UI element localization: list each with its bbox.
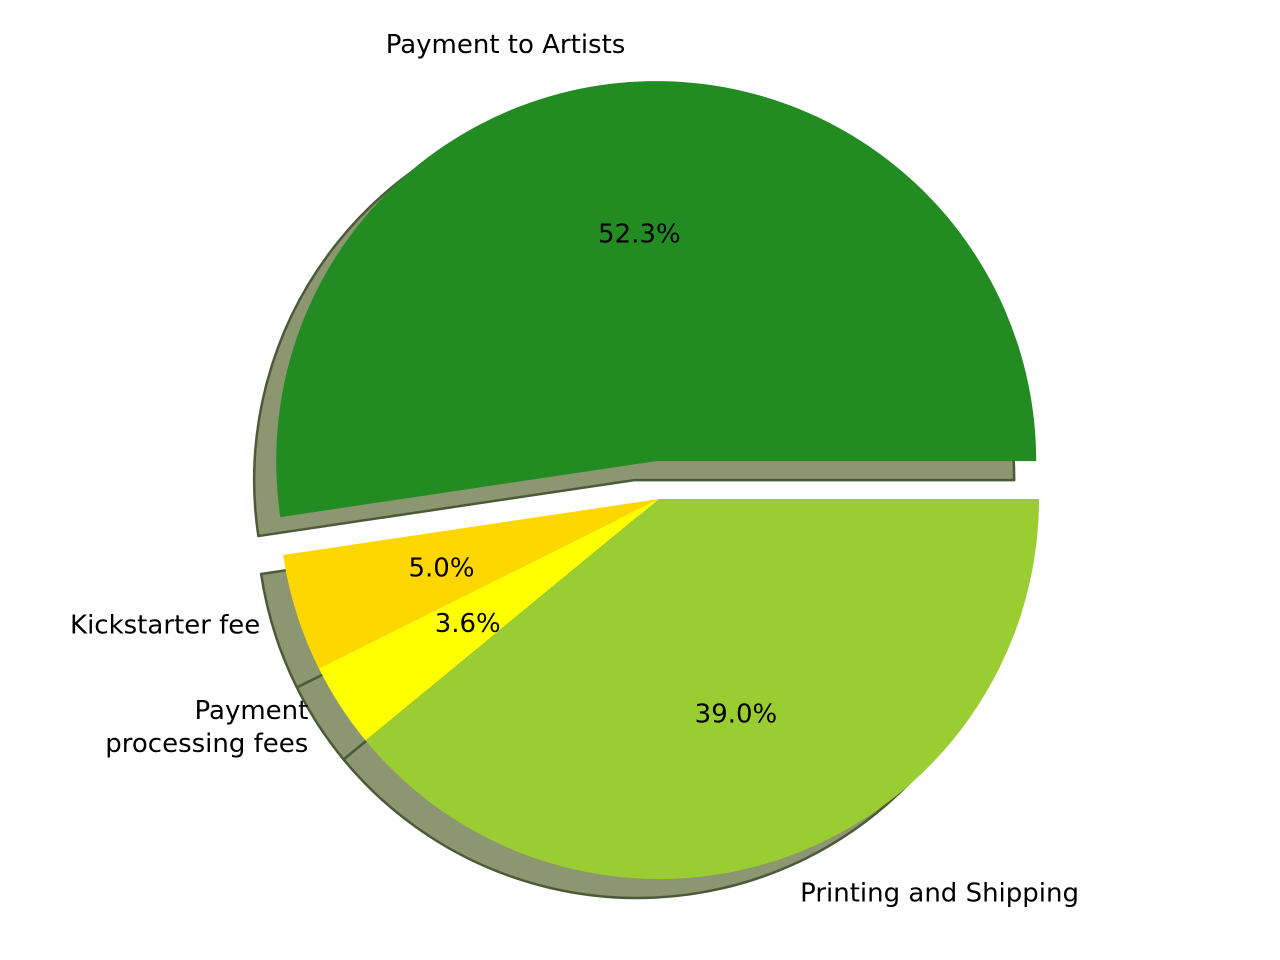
slice-label-payment-processing-fees: Payment processing fees xyxy=(105,696,308,759)
slice-label-kickstarter-fee: Kickstarter fee xyxy=(70,611,260,641)
slice-percent-payment-to-artists: 52.3% xyxy=(598,220,681,250)
slice-percent-printing-and-shipping: 39.0% xyxy=(695,700,778,730)
slice-percent-payment-processing-fees: 3.6% xyxy=(435,609,501,639)
slice-payment-to-artists xyxy=(276,81,1037,518)
pie-label-layer: Payment to Artists 52.3% Kickstarter fee 5.… xyxy=(70,30,1079,908)
slice-payment-processing-fees xyxy=(318,499,659,741)
slice-label-printing-and-shipping: Printing and Shipping xyxy=(800,878,1079,908)
slice-label-payment-to-artists: Payment to Artists xyxy=(386,30,626,60)
slice-kickstarter-fee xyxy=(283,499,659,669)
pie-slice-layer xyxy=(276,81,1039,880)
slice-printing-and-shipping xyxy=(365,499,1039,880)
slice-percent-kickstarter-fee: 5.0% xyxy=(408,553,474,583)
